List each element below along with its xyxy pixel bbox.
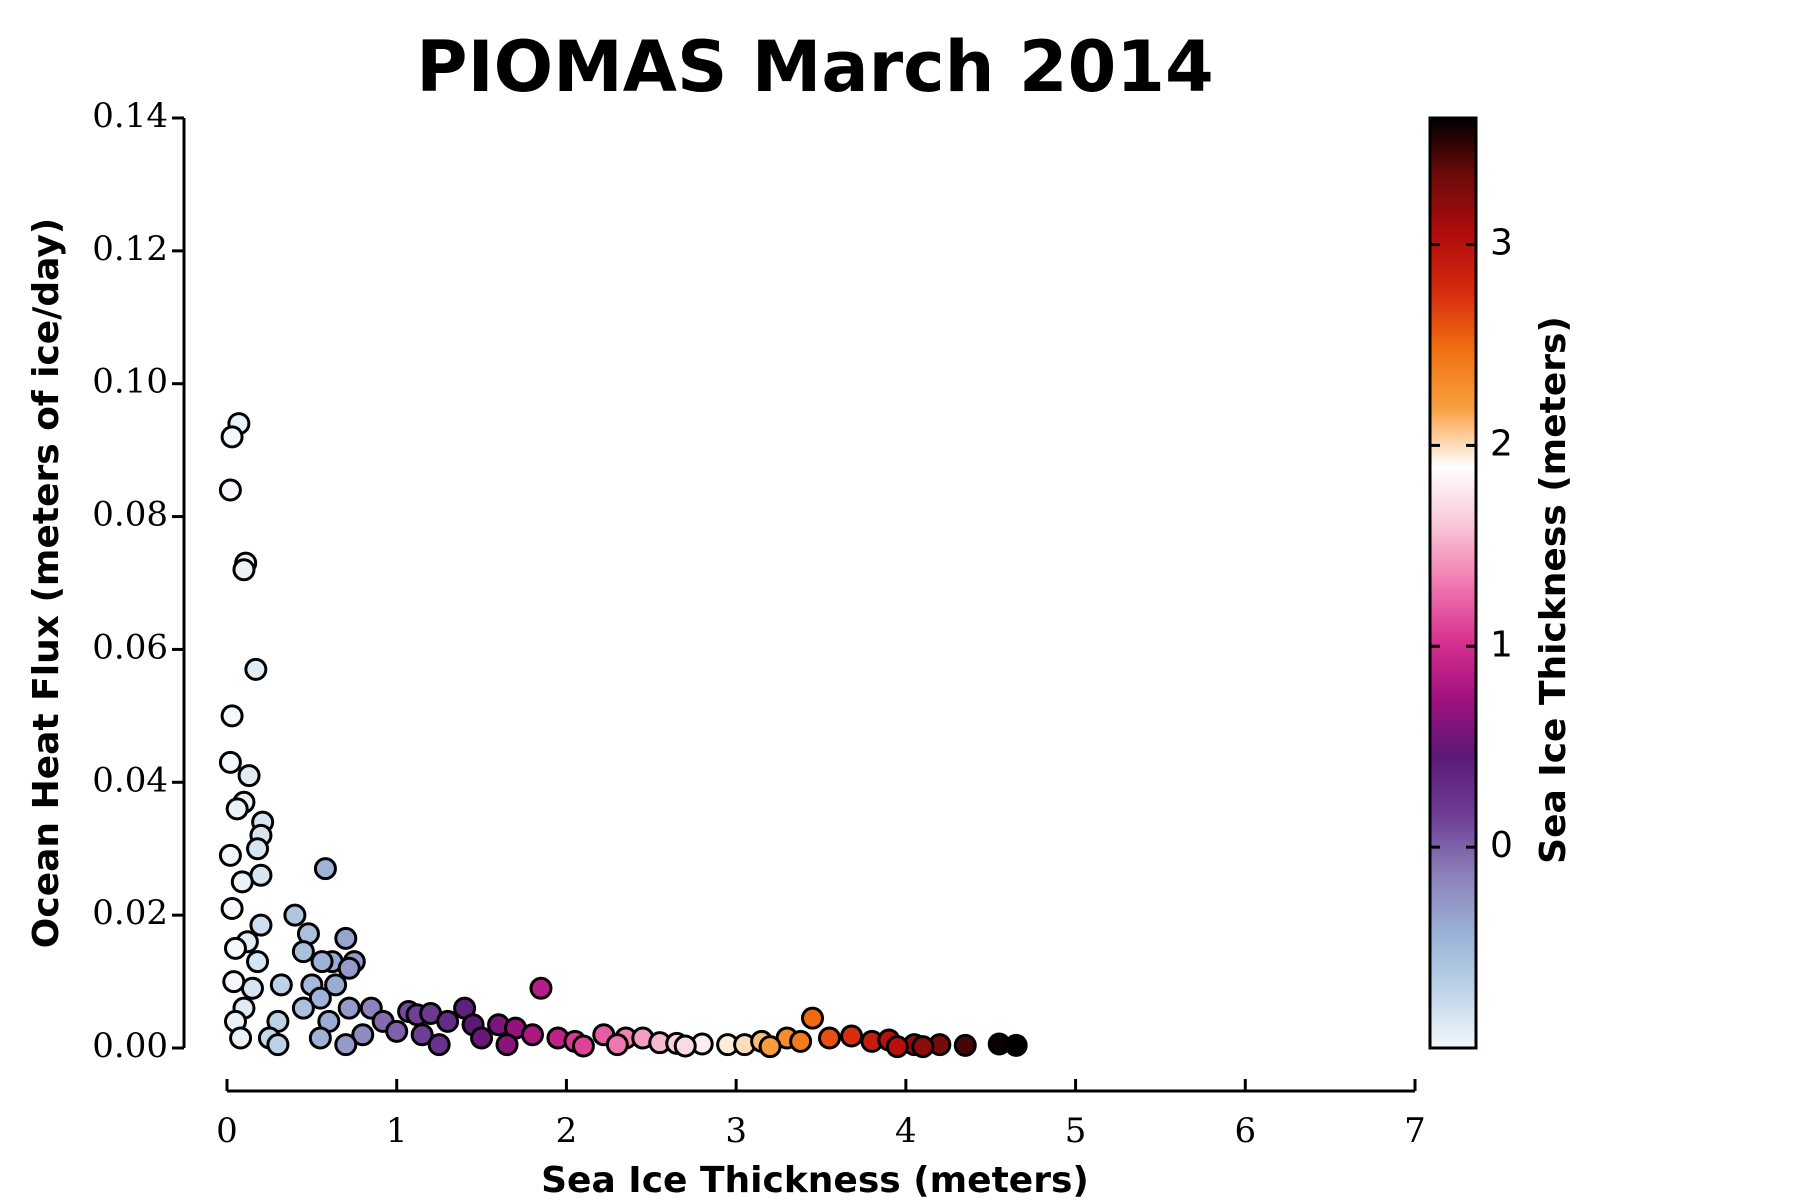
- y-tick-label: 0.14: [92, 96, 168, 136]
- x-tick-label: 1: [386, 1111, 408, 1151]
- point: [220, 425, 244, 449]
- point: [840, 1024, 864, 1048]
- point: [291, 940, 315, 964]
- point: [817, 1026, 841, 1050]
- x-tick-label: 4: [895, 1111, 917, 1151]
- point: [218, 478, 242, 502]
- chart-title: PIOMAS March 2014: [416, 26, 1213, 108]
- point: [337, 956, 361, 980]
- x-tick-label: 2: [556, 1111, 578, 1151]
- point: [1004, 1033, 1028, 1057]
- point: [218, 843, 242, 867]
- point: [385, 1019, 409, 1043]
- point: [911, 1035, 935, 1059]
- point: [240, 976, 264, 1000]
- point: [225, 797, 249, 821]
- point: [310, 950, 334, 974]
- y-tick-label: 0.12: [92, 229, 168, 269]
- x-axis-label: Sea Ice Thickness (meters): [541, 1160, 1089, 1200]
- colorbar-tick-label: 0: [1490, 825, 1513, 866]
- point: [334, 926, 358, 950]
- y-tick-label: 0.04: [92, 760, 168, 800]
- point: [324, 973, 348, 997]
- point: [801, 1006, 825, 1030]
- y-axis-label: Ocean Heat Flux (meters of ice/day): [26, 218, 67, 948]
- point: [758, 1035, 782, 1059]
- point: [351, 1023, 375, 1047]
- point: [337, 996, 361, 1020]
- point: [495, 1033, 519, 1057]
- point: [789, 1029, 813, 1053]
- y-tick-label: 0.06: [92, 627, 168, 667]
- point: [427, 1033, 451, 1057]
- point: [229, 1026, 253, 1050]
- colorbar-tick-label: 1: [1490, 624, 1513, 665]
- point: [246, 950, 270, 974]
- point: [605, 1033, 629, 1057]
- colorbar-label: Sea Ice Thickness (meters): [1533, 316, 1574, 864]
- point: [232, 558, 256, 582]
- point: [313, 857, 337, 881]
- y-tick-label: 0.08: [92, 495, 168, 535]
- y-tick-label: 0.02: [92, 893, 168, 933]
- point: [246, 837, 270, 861]
- x-tick-label: 0: [216, 1111, 238, 1151]
- point: [223, 936, 247, 960]
- point: [266, 1033, 290, 1057]
- x-tick-label: 3: [725, 1111, 747, 1151]
- colorbar-tick-label: 2: [1490, 423, 1513, 464]
- point: [244, 657, 268, 681]
- colorbar: [1428, 116, 1478, 1050]
- point: [269, 973, 293, 997]
- y-tick-label: 0.10: [92, 362, 168, 402]
- point: [291, 996, 315, 1020]
- y-tick-label: 0.00: [92, 1026, 168, 1066]
- point: [529, 976, 553, 1000]
- point: [571, 1034, 595, 1058]
- point: [249, 913, 273, 937]
- point: [410, 1023, 434, 1047]
- point: [520, 1023, 544, 1047]
- x-tick-label: 6: [1234, 1111, 1256, 1151]
- point: [220, 704, 244, 728]
- point: [308, 986, 332, 1010]
- point: [885, 1035, 909, 1059]
- point: [220, 897, 244, 920]
- point: [237, 764, 261, 788]
- point: [953, 1033, 977, 1057]
- point: [218, 750, 242, 774]
- point: [283, 903, 307, 927]
- point: [334, 1033, 358, 1057]
- point: [470, 1026, 494, 1050]
- point: [249, 863, 273, 887]
- point: [436, 1009, 460, 1033]
- x-tick-label: 7: [1404, 1111, 1426, 1151]
- colorbar-tick-label: 3: [1490, 223, 1513, 264]
- x-tick-label: 5: [1065, 1111, 1087, 1151]
- point: [308, 1026, 332, 1050]
- point: [673, 1034, 697, 1058]
- point: [222, 970, 246, 994]
- point: [230, 870, 254, 894]
